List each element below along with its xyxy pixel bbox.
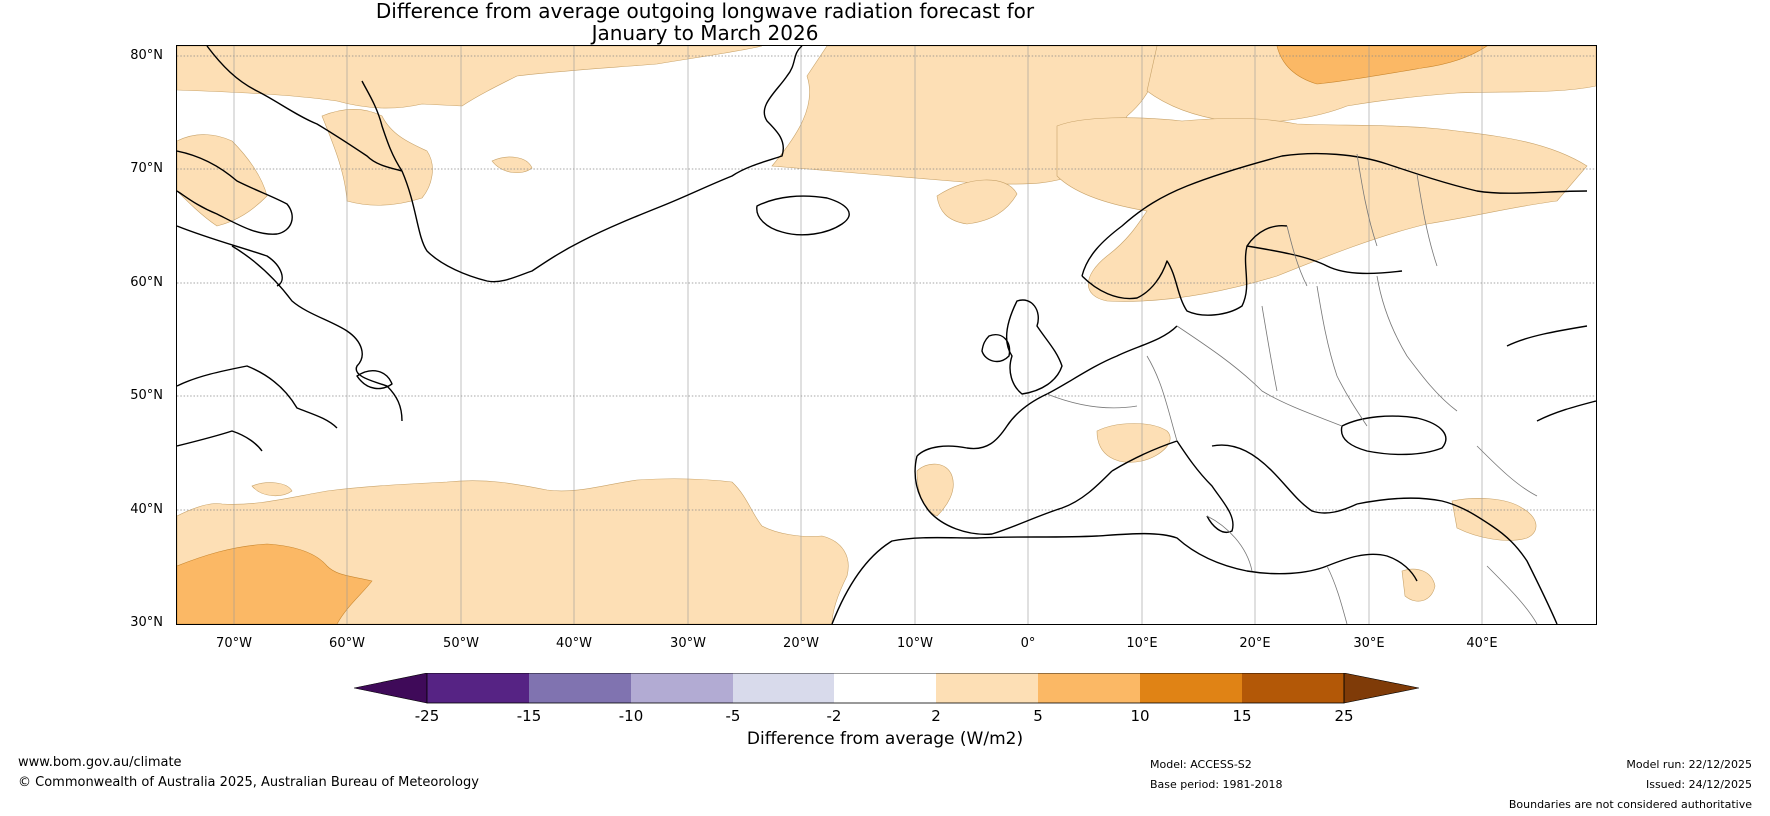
colorbar-segment	[936, 673, 1038, 703]
colorbar: -25 -15 -10 -5 -2 2 5 10 15 25	[354, 673, 1419, 725]
lon-label-40e: 40°E	[1466, 636, 1498, 651]
lon-label-30e: 30°E	[1353, 636, 1385, 651]
country-borders	[1046, 153, 1538, 624]
lon-label-40w: 40°W	[556, 636, 592, 651]
colorbar-segment	[1242, 673, 1344, 703]
model-name: Model: ACCESS-S2	[1150, 758, 1252, 771]
colorbar-tick-label: -25	[415, 707, 440, 725]
forecast-map	[176, 45, 1597, 625]
lon-label-60w: 60°W	[329, 636, 365, 651]
model-run-date: Model run: 22/12/2025	[1626, 758, 1752, 771]
lon-label-70w: 70°W	[216, 636, 252, 651]
colorbar-segment	[427, 673, 529, 703]
colorbar-outline	[426, 673, 1345, 704]
lat-label-40n: 40°N	[130, 502, 163, 517]
colorbar-extend-low	[354, 673, 428, 704]
lat-label-30n: 30°N	[130, 615, 163, 630]
map-title: Difference from average outgoing longwav…	[0, 0, 1410, 44]
anomaly-orange	[177, 46, 1488, 624]
colorbar-segment	[1038, 673, 1140, 703]
map-canvas	[177, 46, 1596, 624]
colorbar-tick-label: 2	[931, 707, 941, 725]
base-period: Base period: 1981-2018	[1150, 778, 1283, 791]
colorbar-tick-label: 10	[1130, 707, 1149, 725]
coastlines	[177, 46, 1596, 624]
issued-date: Issued: 24/12/2025	[1645, 778, 1752, 791]
colorbar-segment	[834, 673, 936, 703]
title-line-1: Difference from average outgoing longwav…	[375, 0, 1035, 23]
colorbar-segment	[529, 673, 631, 703]
colorbar-tick-label: -5	[726, 707, 741, 725]
colorbar-tick-label: -15	[517, 707, 542, 725]
boundary-disclaimer: Boundaries are not considered authoritat…	[1508, 798, 1752, 811]
copyright-text: © Commonwealth of Australia 2025, Austra…	[18, 775, 479, 790]
colorbar-tick-label: 15	[1232, 707, 1251, 725]
anomaly-light-orange	[177, 46, 1596, 624]
lon-label-50w: 50°W	[443, 636, 479, 651]
lon-label-20e: 20°E	[1239, 636, 1271, 651]
lat-label-50n: 50°N	[130, 388, 163, 403]
lat-label-80n: 80°N	[130, 48, 163, 63]
lon-label-20w: 20°W	[783, 636, 819, 651]
colorbar-extend-high	[1343, 673, 1419, 704]
website-link[interactable]: www.bom.gov.au/climate	[18, 755, 182, 770]
lon-label-0: 0°	[1020, 636, 1036, 651]
colorbar-segment	[1140, 673, 1242, 703]
lon-label-30w: 30°W	[670, 636, 706, 651]
lon-label-10e: 10°E	[1126, 636, 1158, 651]
title-line-2: January to March 2026	[591, 21, 819, 45]
colorbar-segment	[733, 673, 834, 703]
colorbar-segment	[631, 673, 733, 703]
colorbar-title: Difference from average (W/m2)	[746, 729, 1024, 749]
longitude-gridlines	[233, 46, 1483, 624]
lat-label-60n: 60°N	[130, 275, 163, 290]
lon-label-10w: 10°W	[897, 636, 933, 651]
colorbar-tick-label: -2	[827, 707, 842, 725]
colorbar-tick-label: -10	[619, 707, 644, 725]
lat-label-70n: 70°N	[130, 161, 163, 176]
colorbar-tick-label: 5	[1033, 707, 1043, 725]
colorbar-tick-label: 25	[1334, 707, 1353, 725]
